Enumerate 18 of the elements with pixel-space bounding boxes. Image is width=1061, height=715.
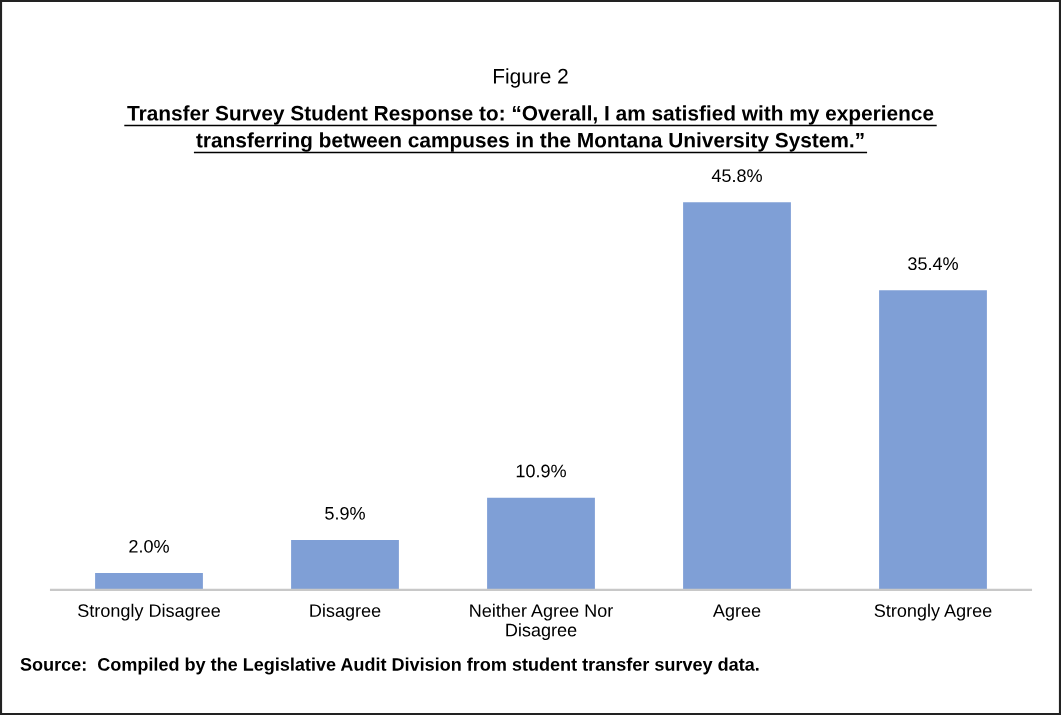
chart-title: Figure 2 [494,68,568,88]
bar [683,202,791,590]
data-label: 35.4% [908,257,958,271]
x-tick-label: Strongly Agree [874,603,992,621]
data-label: 45.8% [711,169,762,183]
bar [95,572,203,590]
bar [487,497,595,590]
data-label: 10.9% [516,464,566,478]
x-tick-label: Neither Agree Nor Disagree [470,603,613,641]
source-note: Source: Compiled by the Legislative Audit Division from student transfer survey data. [20,657,759,675]
x-tick-label: Strongly Disagree [78,603,220,621]
x-tick-label: Disagree [310,603,381,621]
x-tick-label: Agree [712,604,761,621]
bar [879,290,987,590]
data-label: 2.0% [129,539,169,553]
chart-subtitle: Transfer Survey Student Response to: “Overall, I am satisfied with my experience transferring between campuses in the Montana University System.” [127,105,934,152]
data-label: 5.9% [325,506,365,520]
bar [291,539,399,590]
